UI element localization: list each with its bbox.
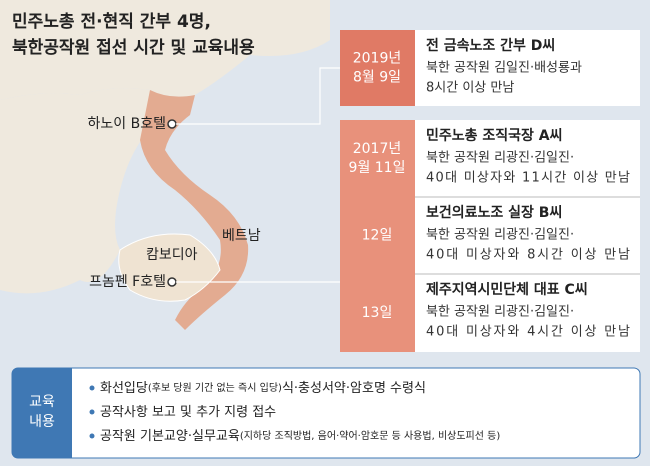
date: 8월 9일 [353,70,401,86]
event-title: 민주노총 조직국장 A씨 [426,127,563,144]
event-line: 40대 미상자와 11시간 이상 만남 [426,171,630,186]
cambodia [118,233,221,302]
connector [176,67,340,125]
event-line: 북한 공작원 김일진·배성룡과 [426,61,582,76]
date: 2019년 [353,51,402,67]
education-label: 내용 [29,414,55,430]
education-part: 공작사항 보고 및 추가 지령 접수 [100,405,276,420]
laos-thailand [0,88,155,294]
china [0,0,330,100]
bullet [89,385,95,391]
vietnam [140,90,249,330]
event-line: 북한 공작원 리광진·김일진· [426,151,574,166]
event-line: 북한 공작원 리광진·김일진· [426,305,574,320]
date: 13일 [362,305,393,321]
bullet [89,409,95,415]
education-label-bg [12,368,72,458]
map-label: 베트남 [222,228,261,244]
hanoi-point [167,119,177,129]
map-label: 프놈펜 F호텔 [89,274,166,290]
title: 북한공작원 접선 시간 및 교육내용 [12,38,255,58]
bullet [89,433,95,439]
date: 12일 [362,228,393,244]
date: 2017년 [353,141,402,157]
event-title: 보건의료노조 실장 B씨 [426,204,562,221]
education-part: (후보 당원 기간 없는 즉시 입당) [148,381,282,394]
date-column [340,120,415,352]
event-line: 8시간 이상 만남 [426,81,514,96]
education-item: 공작사항 보고 및 추가 지령 접수 [100,405,276,420]
event-title: 전 금속노조 간부 D씨 [426,37,555,54]
event-column [415,120,640,352]
phnompenh-point [167,277,177,287]
event-line: 북한 공작원 리광진·김일진· [426,228,574,243]
education-part: 식·충성서약·암호명 수령식 [282,381,426,396]
map-label: 캄보디아 [146,247,198,263]
event-line: 40대 미상자와 8시간 이상 만남 [426,248,630,263]
education-item: 화선입당(후보 당원 기간 없는 즉시 입당)식·충성서약·암호명 수령식 [100,381,426,396]
education-label: 교육 [29,394,55,410]
education-part: 공작원 기본교양·실무교육 [100,429,240,444]
event-title: 제주지역시민단체 대표 C씨 [426,281,588,298]
event-line: 40대 미상자와 4시간 이상 만남 [426,325,630,340]
date: 9월 11일 [349,160,406,176]
education-part: 화선입당 [100,381,148,396]
event-cell [415,30,640,106]
education-part: (지하당 조직방법, 음어·약어·암호문 등 사용법, 비상도피선 등) [240,429,500,442]
date-cell [340,30,415,106]
map-label: 하노이 B호텔 [88,116,166,132]
title: 민주노총 전·현직 간부 4명, [12,12,211,32]
education-item: 공작원 기본교양·실무교육(지하당 조직방법, 음어·약어·암호문 등 사용법,… [100,429,500,444]
